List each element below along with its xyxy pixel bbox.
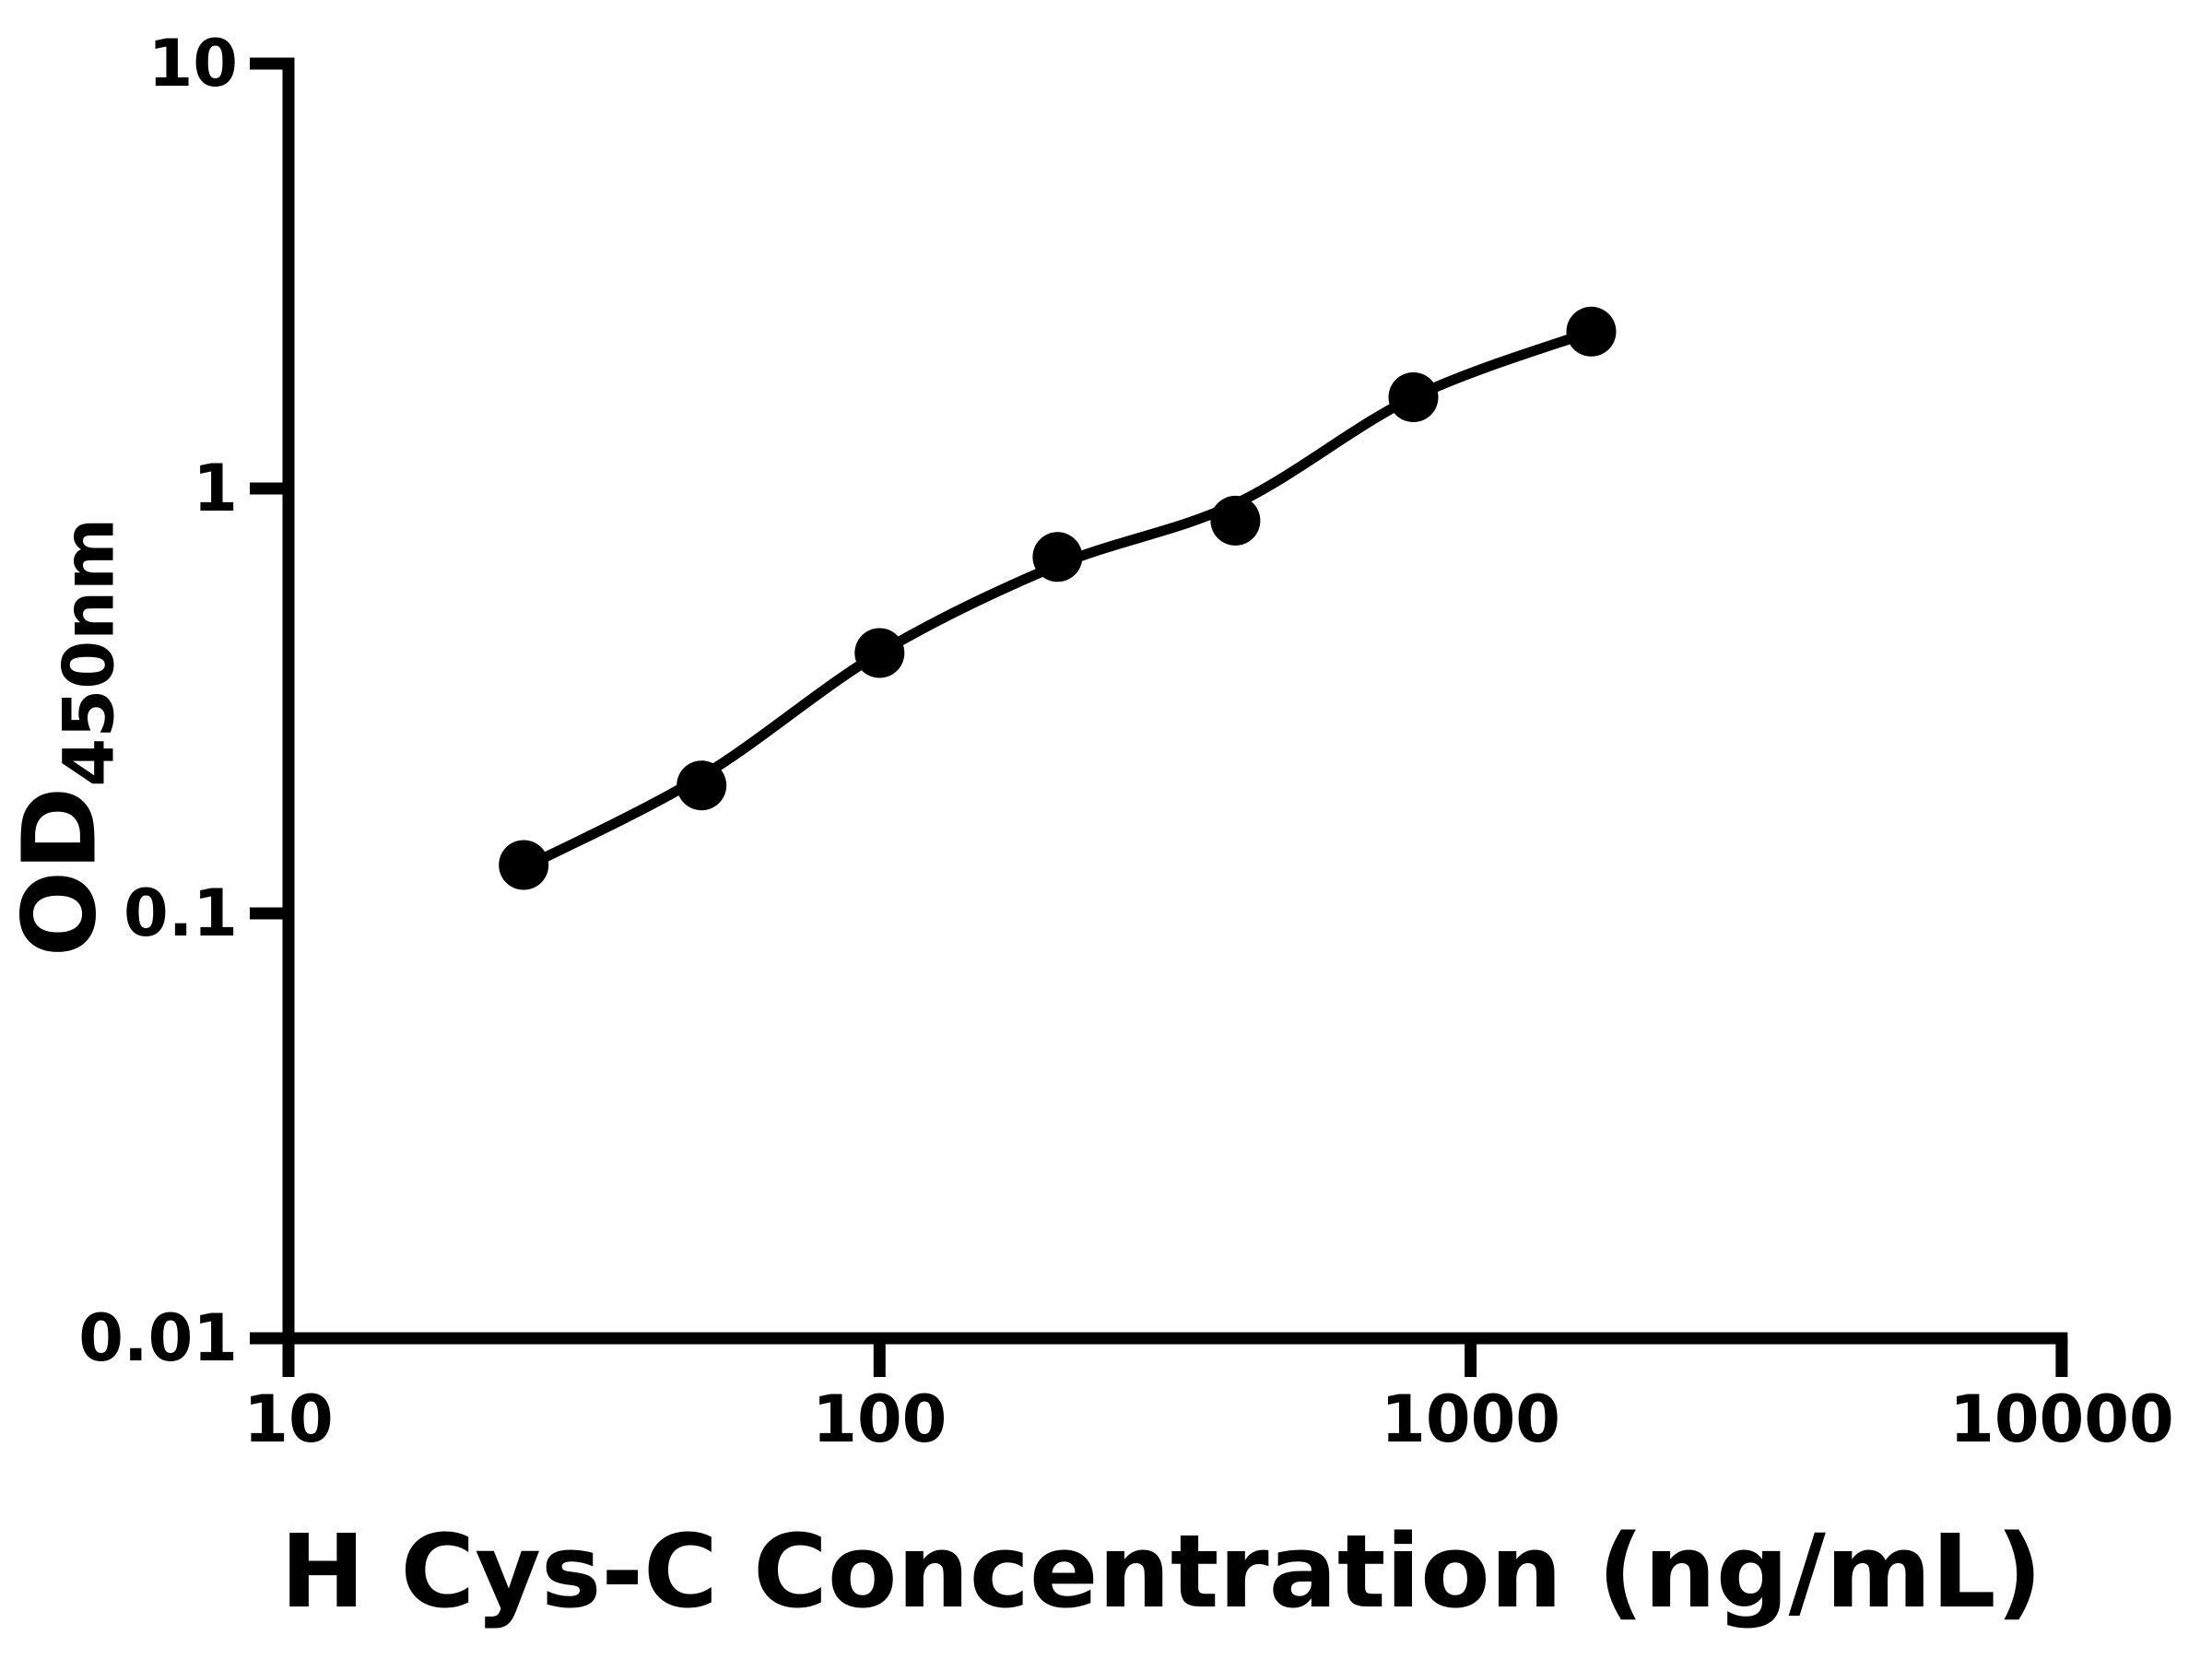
y-axis-title-subscript: 450nm [47, 517, 130, 787]
y-tick-label: 0.01 [78, 1300, 238, 1376]
data-point-marker [1566, 306, 1617, 357]
y-axis-title: OD450nm [1, 518, 130, 958]
y-tick-label: 1 [193, 451, 238, 526]
data-point-marker [1210, 495, 1261, 546]
x-tick-label: 10 [243, 1382, 334, 1457]
y-axis-title-main: OD [0, 786, 119, 958]
data-point-marker [1032, 532, 1083, 582]
y-tick-label: 0.1 [123, 876, 238, 951]
x-tick-label: 100 [812, 1382, 947, 1457]
data-point-marker [677, 760, 727, 811]
data-point-marker [499, 840, 549, 890]
data-point-marker [854, 628, 905, 678]
x-tick-label: 10000 [1949, 1382, 2174, 1457]
x-axis-title: H Cys-C Concentration (ng/mL) [280, 1512, 2042, 1630]
data-point-marker [1388, 372, 1439, 422]
x-tick-label: 1000 [1381, 1382, 1561, 1457]
y-tick-label: 10 [147, 26, 238, 101]
